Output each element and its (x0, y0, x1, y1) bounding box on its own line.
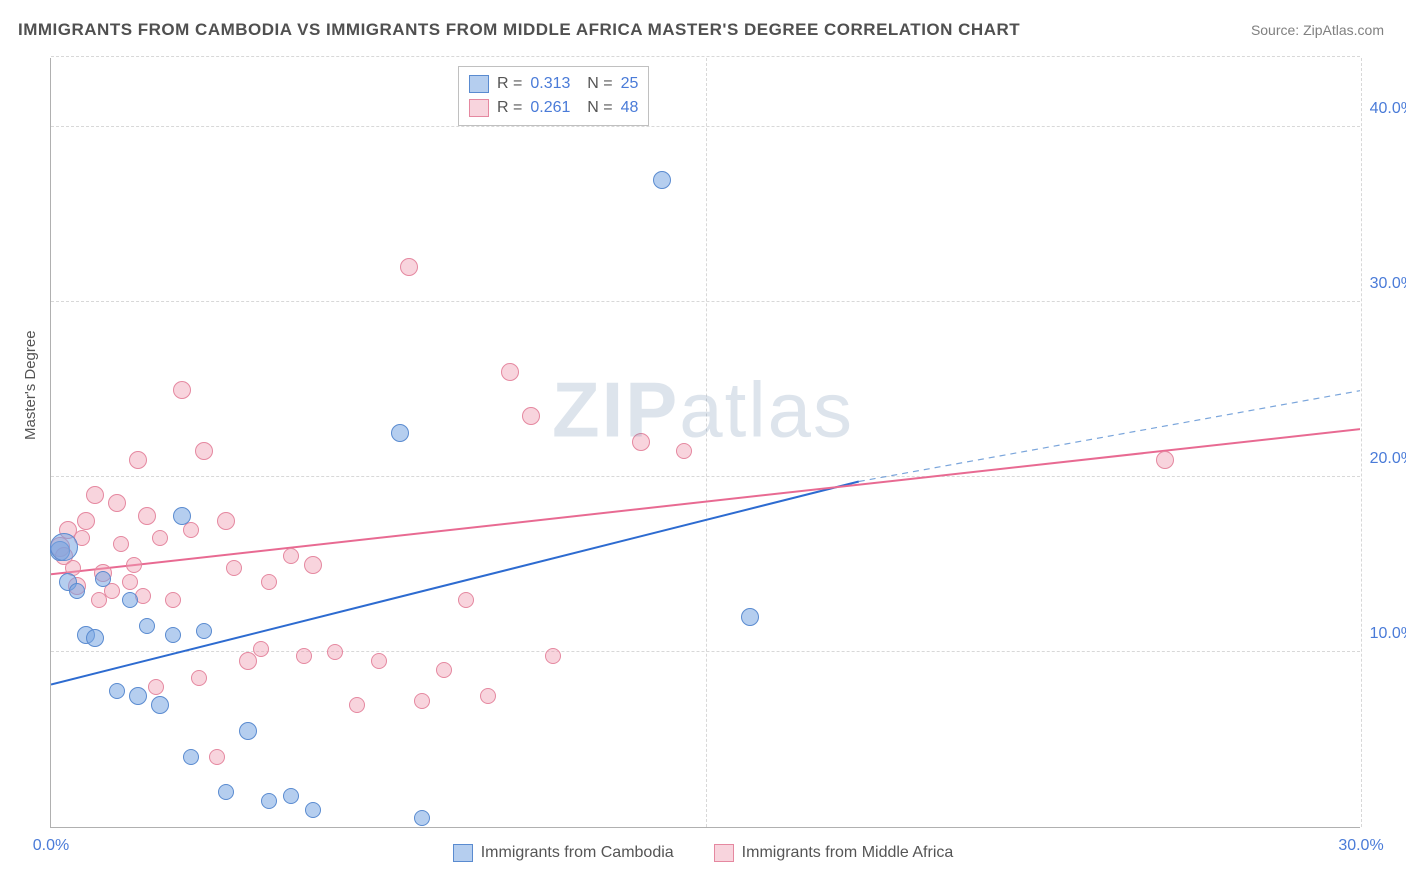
data-point (391, 424, 409, 442)
data-point (653, 171, 671, 189)
n-label: N = (578, 96, 612, 120)
data-point (305, 802, 321, 818)
legend-stat-row: R = 0.313 N = 25 (469, 72, 638, 96)
plot-area: 10.0%20.0%30.0%40.0%0.0%30.0% (50, 58, 1360, 828)
data-point (69, 583, 85, 599)
r-value: 0.261 (530, 96, 570, 120)
data-point (261, 793, 277, 809)
data-point (414, 810, 430, 826)
data-point (138, 507, 156, 525)
data-point (414, 693, 430, 709)
data-point (741, 608, 759, 626)
data-point (253, 641, 269, 657)
data-point (86, 629, 104, 647)
chart-title: IMMIGRANTS FROM CAMBODIA VS IMMIGRANTS F… (18, 20, 1020, 40)
data-point (217, 512, 235, 530)
data-point (261, 574, 277, 590)
data-point (304, 556, 322, 574)
data-point (122, 574, 138, 590)
n-value: 48 (621, 96, 639, 120)
swatch-b (469, 75, 489, 93)
data-point (122, 592, 138, 608)
legend-label: Immigrants from Middle Africa (742, 844, 954, 862)
data-point (196, 623, 212, 639)
legend-label: Immigrants from Cambodia (481, 844, 674, 862)
swatch-p (714, 844, 734, 862)
data-point (239, 652, 257, 670)
data-point (173, 507, 191, 525)
legend-series: Immigrants from Cambodia Immigrants from … (0, 844, 1406, 862)
data-point (195, 442, 213, 460)
data-point (126, 557, 142, 573)
data-point (151, 696, 169, 714)
y-tick-label: 10.0% (1370, 625, 1406, 643)
data-point (108, 494, 126, 512)
data-point (501, 363, 519, 381)
data-point (545, 648, 561, 664)
data-point (86, 486, 104, 504)
data-point (50, 533, 78, 561)
data-point (349, 697, 365, 713)
data-point (165, 627, 181, 643)
data-point (296, 648, 312, 664)
data-point (95, 571, 111, 587)
data-point (183, 749, 199, 765)
data-point (109, 683, 125, 699)
y-axis-title: Master's Degree (22, 330, 39, 440)
legend-stats: R = 0.313 N = 25R = 0.261 N = 48 (458, 66, 649, 126)
data-point (632, 433, 650, 451)
trend-lines (51, 58, 1360, 827)
r-label: R = (497, 72, 522, 96)
data-point (173, 381, 191, 399)
data-point (327, 644, 343, 660)
data-point (152, 530, 168, 546)
data-point (191, 670, 207, 686)
swatch-p (469, 99, 489, 117)
data-point (129, 451, 147, 469)
data-point (676, 443, 692, 459)
data-point (283, 548, 299, 564)
data-point (129, 687, 147, 705)
data-point (148, 679, 164, 695)
data-point (165, 592, 181, 608)
data-point (218, 784, 234, 800)
swatch-b (453, 844, 473, 862)
data-point (436, 662, 452, 678)
r-value: 0.313 (530, 72, 570, 96)
gridline-h (51, 56, 1360, 57)
data-point (139, 618, 155, 634)
y-tick-label: 30.0% (1370, 275, 1406, 293)
source-label: Source: ZipAtlas.com (1251, 22, 1384, 38)
legend-stat-row: R = 0.261 N = 48 (469, 96, 638, 120)
data-point (283, 788, 299, 804)
data-point (1156, 451, 1174, 469)
data-point (480, 688, 496, 704)
legend-item-b: Immigrants from Cambodia (453, 844, 674, 862)
n-value: 25 (621, 72, 639, 96)
data-point (226, 560, 242, 576)
trend-dash-b (859, 391, 1360, 482)
trend-line-b (51, 482, 859, 685)
legend-item-p: Immigrants from Middle Africa (714, 844, 954, 862)
data-point (371, 653, 387, 669)
data-point (400, 258, 418, 276)
data-point (209, 749, 225, 765)
data-point (77, 512, 95, 530)
y-tick-label: 40.0% (1370, 100, 1406, 118)
data-point (522, 407, 540, 425)
n-label: N = (578, 72, 612, 96)
y-tick-label: 20.0% (1370, 450, 1406, 468)
data-point (239, 722, 257, 740)
data-point (113, 536, 129, 552)
data-point (458, 592, 474, 608)
gridline-v (1361, 58, 1362, 827)
r-label: R = (497, 96, 522, 120)
